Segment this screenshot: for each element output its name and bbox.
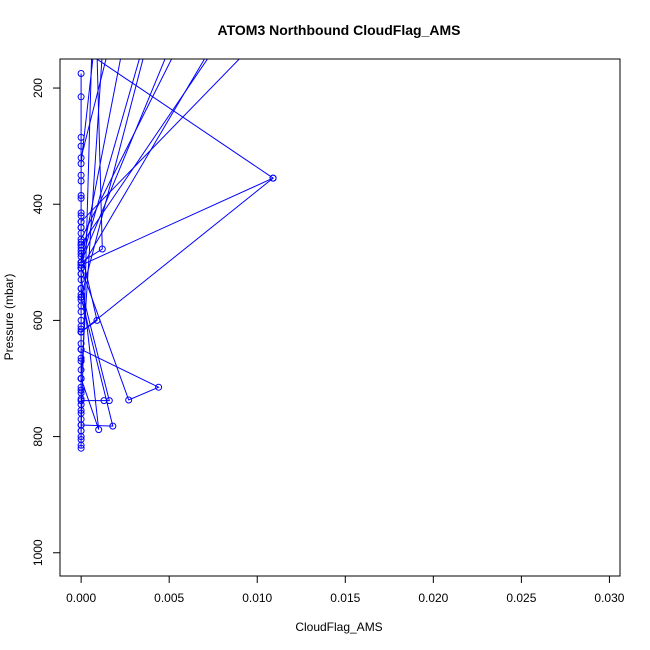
data-point xyxy=(89,50,95,56)
data-point xyxy=(77,177,85,185)
series-line xyxy=(80,59,121,263)
series-line xyxy=(80,59,166,263)
data-point xyxy=(155,383,163,391)
series-line xyxy=(80,59,103,263)
x-tick-label: 0.025 xyxy=(506,591,536,605)
x-tick-label: 0.000 xyxy=(66,591,96,605)
series-line xyxy=(80,59,275,266)
series-line xyxy=(80,297,114,427)
series-line xyxy=(80,59,209,246)
data-point xyxy=(77,386,85,394)
data-point xyxy=(99,50,105,56)
data-point xyxy=(77,70,85,77)
data-point xyxy=(77,427,85,435)
series-line xyxy=(80,59,107,158)
series-2 xyxy=(77,174,277,336)
data-point xyxy=(77,354,85,362)
data-point xyxy=(77,192,85,199)
data-point xyxy=(77,345,85,353)
y-tick-label: 200 xyxy=(31,78,45,98)
data-point xyxy=(77,397,85,405)
data-point xyxy=(85,50,91,56)
series-1 xyxy=(77,50,277,269)
x-axis: 0.000 0.005 0.010 0.015 0.020 0.025 0.030 xyxy=(66,575,625,605)
data-point xyxy=(205,50,211,56)
series-line xyxy=(80,288,110,402)
plot-frame xyxy=(59,58,621,577)
series-16 xyxy=(77,50,170,266)
series-17 xyxy=(77,50,178,243)
data-point xyxy=(172,50,178,56)
series-line xyxy=(80,59,240,223)
data-point xyxy=(269,174,277,182)
x-tick-label: 0.030 xyxy=(594,591,624,605)
data-point xyxy=(77,258,85,266)
series-13 xyxy=(77,50,214,249)
series-20 xyxy=(77,50,105,382)
y-tick-label: 600 xyxy=(31,310,45,330)
series-line xyxy=(80,59,103,379)
data-point xyxy=(125,396,133,404)
series-14 xyxy=(77,50,248,226)
series-line xyxy=(80,250,98,333)
data-point xyxy=(142,50,148,56)
x-axis-label: CloudFlag_AMS xyxy=(295,620,382,634)
y-axis-label: Pressure (mbar) xyxy=(2,274,16,361)
data-point xyxy=(208,50,214,56)
data-point xyxy=(109,422,117,430)
series-line xyxy=(80,267,160,401)
data-point xyxy=(242,50,248,56)
y-axis: 200 400 600 800 1000 xyxy=(31,78,61,566)
chart-title: ATOM3 Northbound CloudFlag_AMS xyxy=(218,22,461,38)
data-point xyxy=(164,50,170,56)
data-point xyxy=(119,50,125,56)
series-line xyxy=(80,177,274,333)
x-tick-label: 0.020 xyxy=(418,591,448,605)
data-point xyxy=(77,441,85,449)
data-point xyxy=(77,285,85,292)
series-19 xyxy=(77,50,97,168)
data-point xyxy=(77,218,85,226)
data-point xyxy=(91,50,97,56)
data-point xyxy=(105,50,111,56)
data-point xyxy=(95,426,103,434)
data-point xyxy=(77,375,85,382)
y-tick-label: 800 xyxy=(31,426,45,446)
x-tick-label: 0.005 xyxy=(154,591,184,605)
data-point xyxy=(98,245,106,253)
y-tick-label: 400 xyxy=(31,194,45,214)
data-point xyxy=(77,160,85,168)
x-tick-label: 0.015 xyxy=(330,591,360,605)
series-line xyxy=(80,59,94,164)
series-line xyxy=(80,59,173,240)
series-10 xyxy=(77,50,144,266)
data-point xyxy=(77,194,85,202)
data-point xyxy=(77,93,85,101)
plot-data-layer xyxy=(77,50,277,452)
data-point xyxy=(77,357,85,365)
data-point xyxy=(77,293,85,301)
data-point xyxy=(77,209,85,217)
data-point xyxy=(77,444,85,452)
series-line xyxy=(80,273,100,430)
data-point xyxy=(77,235,85,243)
y-tick-label: 1000 xyxy=(31,539,45,566)
x-tick-label: 0.010 xyxy=(242,591,272,605)
data-point xyxy=(94,50,100,56)
data-point xyxy=(138,50,144,56)
